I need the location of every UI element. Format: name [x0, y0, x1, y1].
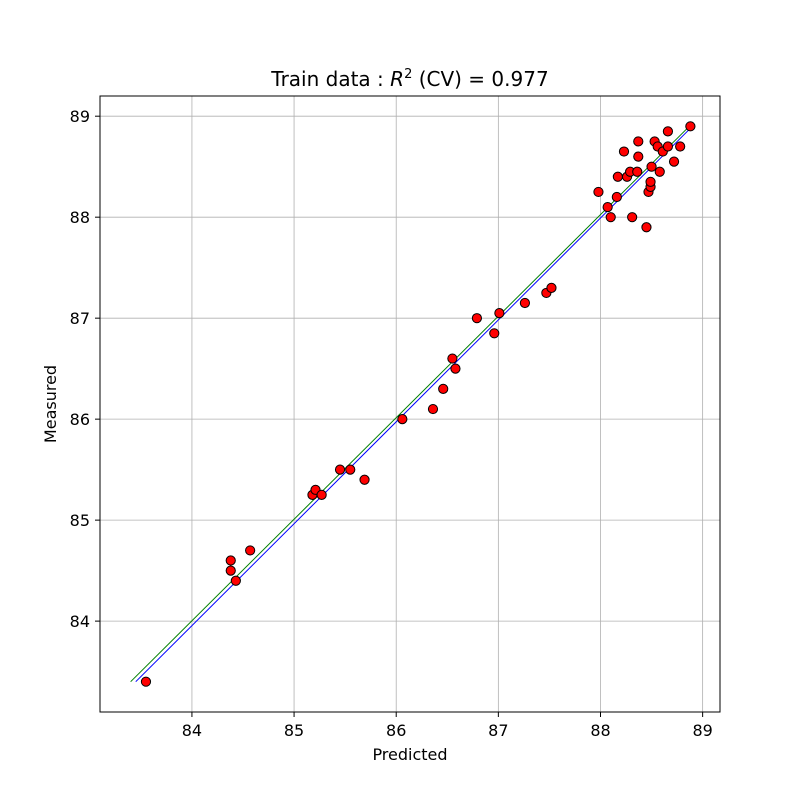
data-point — [345, 464, 356, 475]
y-axis-ticks: 84 85 86 87 88 89 — [70, 107, 100, 631]
title-variable: R — [390, 67, 404, 91]
x-tick-label: 86 — [386, 721, 406, 740]
x-axis-ticks: 84 85 86 87 88 89 — [182, 712, 713, 740]
x-tick-label: 88 — [590, 721, 610, 740]
chart-title: Train data : R2 (CV) = 0.977 — [270, 67, 548, 91]
data-point — [627, 212, 638, 223]
data-point — [225, 555, 236, 566]
title-prefix: Train data : — [270, 67, 390, 91]
y-tick-label: 85 — [70, 511, 90, 530]
data-point — [662, 126, 674, 137]
data-point — [140, 676, 152, 687]
fit-line — [135, 127, 691, 683]
data-point — [646, 161, 657, 172]
data-point — [447, 353, 458, 364]
y-tick-label: 88 — [70, 208, 90, 227]
data-point — [633, 136, 644, 147]
data-point — [494, 308, 505, 319]
data-point — [489, 328, 500, 339]
data-point — [427, 403, 439, 415]
data-point — [645, 176, 656, 187]
data-point — [612, 171, 623, 182]
data-point — [605, 212, 616, 223]
data-point — [438, 383, 449, 394]
data-point — [668, 156, 680, 167]
y-tick-label: 87 — [70, 309, 90, 328]
data-point — [632, 166, 643, 177]
x-tick-label: 84 — [182, 721, 202, 740]
y-tick-label: 86 — [70, 410, 90, 429]
data-point — [654, 166, 665, 177]
y-axis-label: Measured — [41, 365, 60, 443]
title-suffix: (CV) = 0.977 — [412, 67, 548, 91]
x-tick-label: 87 — [488, 721, 508, 740]
fit-line — [130, 127, 688, 683]
data-point — [641, 222, 652, 233]
data-point — [245, 545, 256, 556]
y-tick-label: 84 — [70, 612, 90, 631]
data-point — [316, 489, 327, 500]
grid-lines — [100, 96, 720, 712]
data-points — [140, 121, 696, 687]
data-point — [225, 565, 236, 576]
data-point — [546, 282, 557, 293]
data-point — [633, 151, 644, 162]
data-point — [602, 201, 613, 213]
data-point — [618, 146, 630, 157]
data-point — [359, 474, 370, 485]
data-point — [675, 141, 686, 152]
fit-lines — [130, 127, 691, 683]
data-point — [519, 297, 531, 309]
data-point — [662, 141, 674, 152]
x-tick-label: 85 — [284, 721, 304, 740]
plot-frame — [99, 95, 721, 713]
x-axis-label: Predicted — [372, 745, 447, 764]
data-point — [471, 313, 483, 324]
data-point — [593, 186, 604, 198]
data-point — [685, 121, 696, 132]
y-tick-label: 89 — [70, 107, 90, 126]
title-superscript: 2 — [404, 67, 412, 82]
data-point — [230, 575, 241, 586]
data-point — [450, 363, 461, 374]
data-point — [397, 414, 408, 425]
data-point — [611, 191, 622, 203]
data-point — [334, 464, 346, 475]
x-tick-label: 89 — [692, 721, 712, 740]
